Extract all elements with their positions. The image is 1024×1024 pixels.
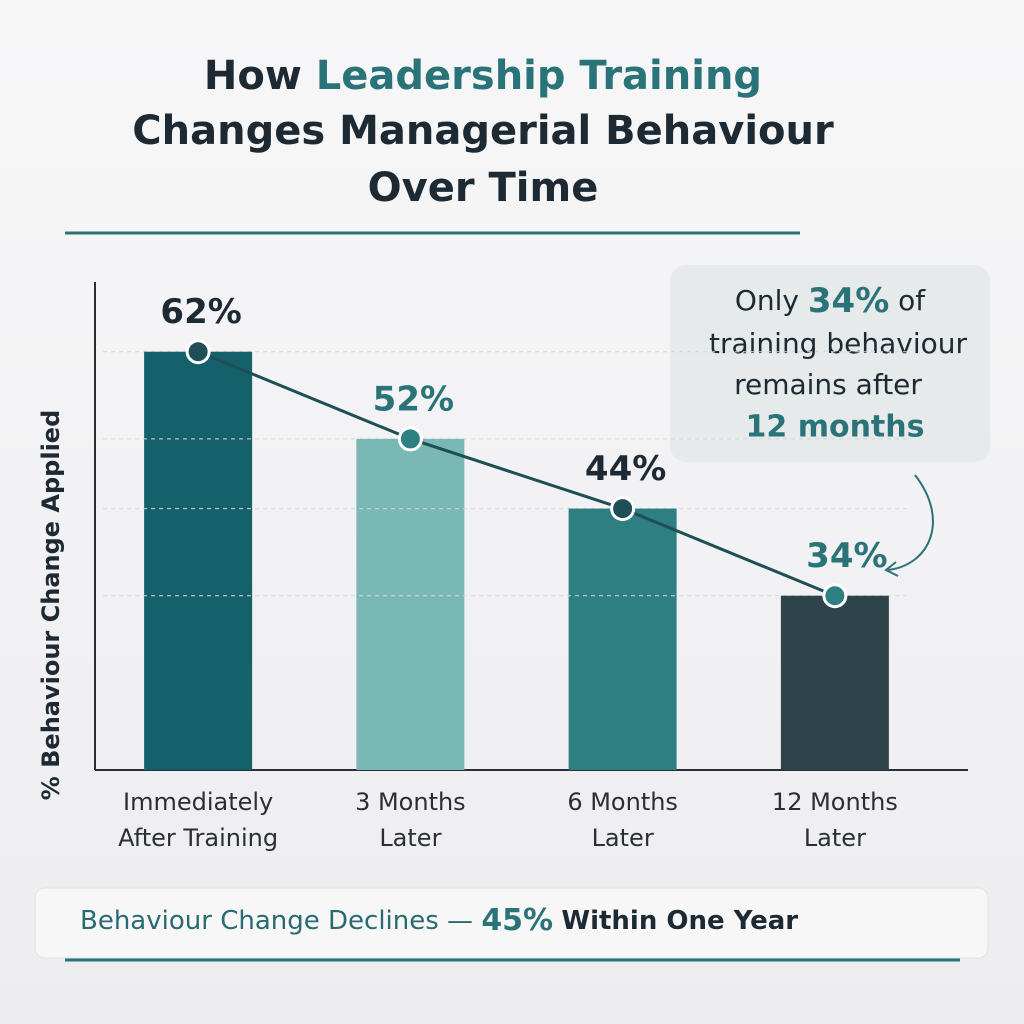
title-part: How [204, 53, 302, 99]
bar [356, 438, 465, 770]
x-tick-label: 12 Months [772, 788, 898, 816]
title-highlight: Leadership Training [316, 53, 762, 99]
annotation-part: Only [735, 284, 799, 317]
footer-highlight: 45% [481, 903, 553, 938]
chart-title: How Leadership Training [204, 53, 762, 99]
bar [568, 508, 677, 770]
annotation-arrow [887, 474, 934, 571]
footer-box [34, 887, 989, 959]
chart-title: Over Time [368, 165, 599, 211]
x-tick-label: Immediately [123, 788, 273, 816]
annotation-text: Only 34% of [735, 281, 926, 321]
annotation-text: training behaviour [709, 327, 968, 360]
x-tick-label: After Training [118, 824, 278, 852]
x-tick-label: 3 Months [355, 788, 466, 816]
annotation-box [670, 265, 990, 462]
x-tick-label: Later [379, 824, 441, 852]
trend-point [610, 496, 636, 522]
trend-point [185, 339, 211, 365]
trend-line [197, 350, 836, 598]
annotation-text: remains after [734, 368, 922, 401]
annotation-highlight: 34% [808, 281, 889, 321]
bar [144, 351, 253, 770]
value-label: 44% [585, 449, 666, 489]
x-tick-label: 6 Months [567, 788, 678, 816]
x-tick-label: Later [804, 824, 866, 852]
trend-point [397, 426, 423, 452]
value-label: 62% [160, 292, 241, 332]
annotation-arrowhead [884, 561, 899, 577]
annotation-part: of [898, 284, 926, 317]
x-tick-label: Later [592, 824, 654, 852]
value-label: 52% [373, 379, 454, 419]
footer-text: Behaviour Change Declines — 45% Within O… [80, 903, 798, 938]
y-axis-label: % Behaviour Change Applied [37, 410, 65, 801]
value-label: 34% [806, 536, 887, 576]
bar [780, 595, 889, 770]
footer-part: Behaviour Change Declines — [80, 906, 473, 936]
trend-point [822, 583, 848, 609]
chart-title: Changes Managerial Behaviour [132, 108, 834, 154]
footer-part: Within One Year [561, 906, 798, 936]
